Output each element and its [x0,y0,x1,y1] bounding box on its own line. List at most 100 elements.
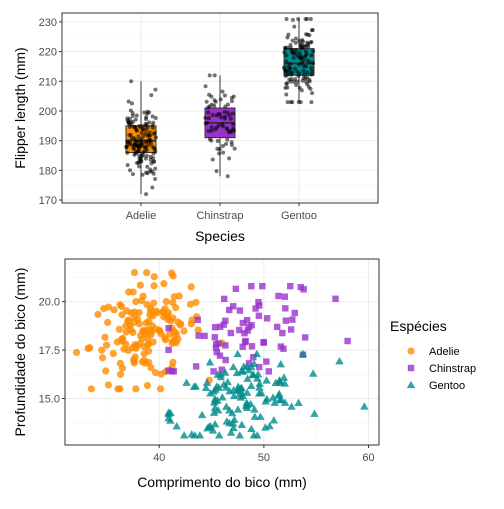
data-point [222,417,232,425]
data-point [87,385,95,393]
data-point [118,335,126,343]
data-point [211,334,219,341]
jitter-point [130,172,135,177]
jitter-point [222,109,227,114]
jitter-point [219,115,224,120]
data-point [164,409,173,418]
y-tick-label: 230 [39,17,57,29]
jitter-point [207,73,212,78]
y-tick-label: 200 [39,106,57,118]
data-point [167,317,175,325]
jitter-point [153,115,158,120]
data-point [179,431,189,439]
data-point [273,323,281,331]
data-point [261,423,270,431]
data-point [124,346,133,354]
jitter-point [289,77,294,82]
jitter-point [125,163,130,168]
data-point [187,430,196,438]
data-point [150,282,158,290]
jitter-point [210,157,215,162]
jitter-point [132,124,137,129]
data-point [282,305,289,312]
jitter-point [302,43,307,48]
jitter-point [225,137,230,142]
jitter-point [128,168,133,173]
data-point [201,332,208,340]
data-point [217,323,224,331]
data-point [279,373,289,381]
data-point [143,381,152,390]
jitter-point [216,123,221,128]
jitter-point [137,164,142,169]
jitter-point [227,156,232,161]
jitter-point [147,120,152,125]
jitter-point [228,129,233,134]
legend-item-chinstrap: Chinstrap [407,363,476,375]
data-point [94,310,102,319]
data-point [133,342,141,350]
data-point [287,326,295,333]
y-tick-label: 180 [39,165,57,177]
jitter-point [305,16,310,21]
jitter-point [131,146,136,151]
data-point [291,309,298,317]
data-point [165,346,172,354]
jitter-point [301,68,306,73]
data-point [159,308,167,317]
jitter-point [220,143,225,148]
jitter-point [309,28,314,33]
data-point [233,349,242,358]
jitter-point [153,177,158,182]
jitter-point [147,130,152,135]
jitter-point [310,69,315,74]
data-point [157,370,165,378]
jitter-point [128,132,133,137]
x-tick-label: Chinstrap [196,210,243,222]
jitter-point [125,116,130,121]
data-point [256,302,263,309]
y-tick-label: 170 [39,195,57,207]
data-point [332,295,339,302]
jitter-point [297,39,302,44]
jitter-point [128,108,133,113]
x-tick-label: Adelie [126,210,157,222]
jitter-point [222,116,227,121]
data-point [255,312,263,320]
data-point [243,374,252,382]
data-point [205,358,215,366]
jitter-point [305,82,310,87]
data-point [239,319,247,327]
jitter-point [224,141,229,146]
data-point [250,405,259,413]
jitter-point [212,98,217,103]
jitter-point [209,125,214,130]
jitter-point [140,172,145,177]
data-point [235,390,245,398]
jitter-point [203,115,208,120]
jitter-point [206,116,211,121]
data-point [236,307,244,314]
data-point [252,349,262,358]
data-point [300,286,307,293]
data-point [222,356,229,364]
jitter-point [300,78,305,83]
data-point [268,393,278,401]
jitter-point [215,139,220,144]
data-point [132,385,140,393]
data-point [255,379,264,387]
data-point [235,431,245,439]
jitter-point [150,125,155,130]
series-adelie [72,268,226,393]
data-point [175,292,183,300]
data-point [236,384,246,392]
jitter-point [139,130,144,135]
scatter-points [72,268,369,439]
data-point [138,335,146,343]
jitter-point [206,128,211,133]
data-point [257,389,266,397]
jitter-point [129,120,134,125]
data-point [242,388,252,396]
jitter-point [136,160,141,165]
jitter-point [133,117,138,122]
